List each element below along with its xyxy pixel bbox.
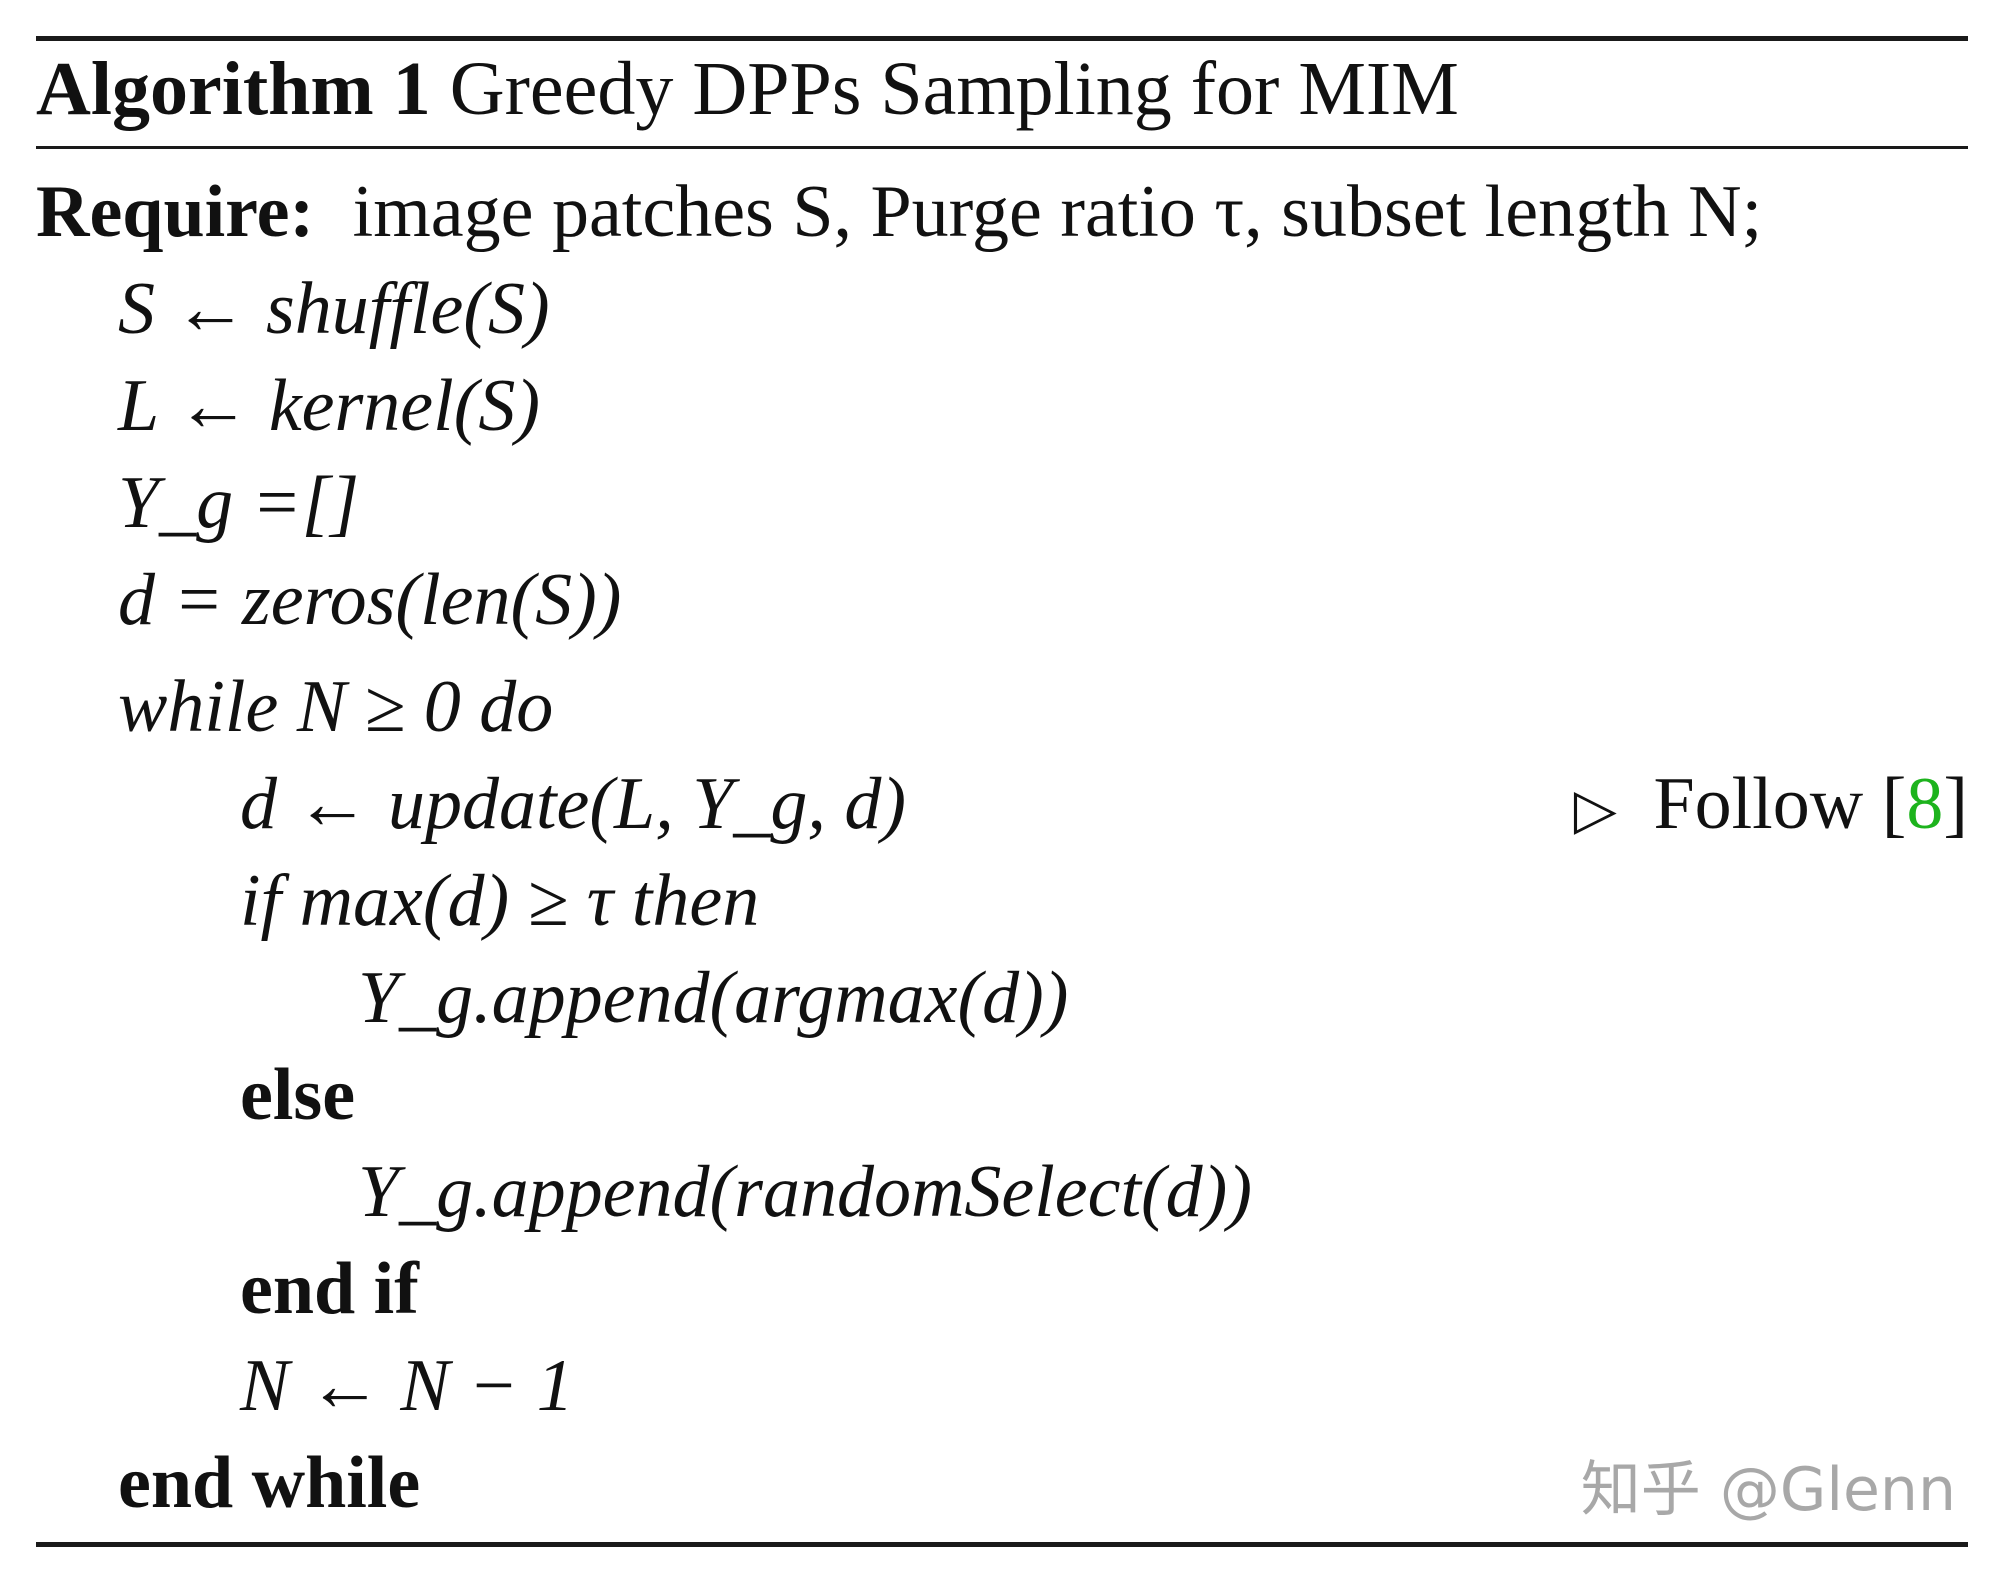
algo-line-13: end while [118,1442,421,1524]
algo-line-11: end if [240,1248,419,1330]
algorithm-label: Algorithm 1 [36,47,431,131]
algo-line-5: while N ≥ 0 do [118,666,554,748]
algo-comment: ▷ Follow [8] [1573,763,1968,845]
algorithm-caption: Algorithm 1 Greedy DPPs Sampling for MIM [36,44,1459,134]
algo-line-2: L ← kernel(S) [118,365,540,447]
algo-line-3: Y_g =[] [118,462,360,544]
algo-line-4: d = zeros(len(S)) [118,559,622,641]
algo-line-6: d ← update(L, Y_g, d) [240,763,906,845]
bottom-rule [36,1542,1968,1547]
comment-text: Follow [1653,763,1864,845]
require-keyword: Require: [36,171,315,253]
require-line: Require: image patches S, Purge ratio τ,… [36,167,1762,257]
watermark: 知乎 @Glenn [1580,1455,1956,1525]
algo-line-9: else [240,1054,356,1136]
citation-link[interactable]: 8 [1906,763,1944,845]
algo-line-1: S ← shuffle(S) [118,268,550,350]
algo-line-12: N ← N − 1 [240,1345,574,1427]
comment-triangle-icon: ▷ [1573,779,1617,841]
caption-rule [36,146,1968,149]
require-text: image patches S, Purge ratio τ, subset l… [352,171,1763,253]
algo-line-8: Y_g.append(argmax(d)) [358,957,1069,1039]
algo-line-7: if max(d) ≥ τ then [240,860,760,942]
top-rule [36,36,1968,41]
algorithm-title: Greedy DPPs Sampling for MIM [449,47,1459,131]
algo-line-10: Y_g.append(randomSelect(d)) [358,1151,1252,1233]
